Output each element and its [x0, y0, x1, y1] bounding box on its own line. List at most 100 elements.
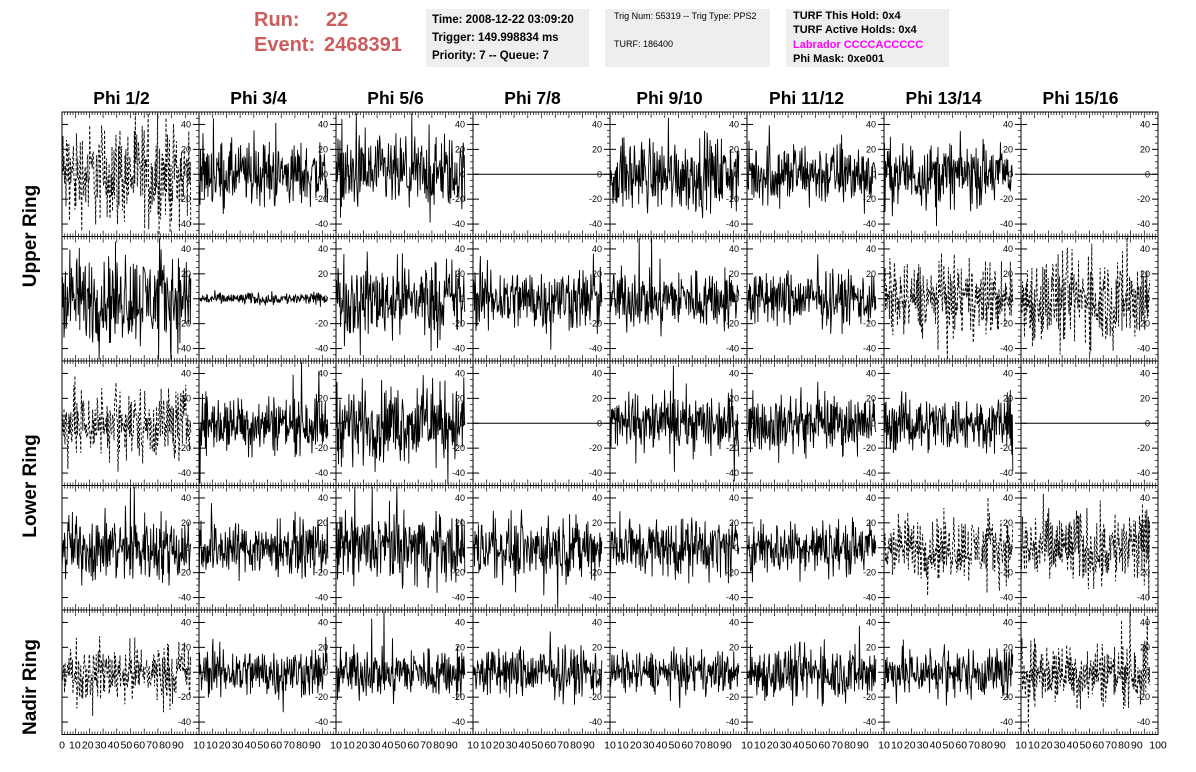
y-tick-label-r4-c2-0: -40 [452, 717, 465, 727]
y-tick-label-r4-c1-0: -40 [315, 717, 328, 727]
y-tick-label-r3-c4-0: -40 [726, 593, 739, 603]
y-tick-label-r1-c1-0: -40 [315, 344, 328, 354]
y-tick-label-r1-c2-1: -20 [452, 319, 465, 329]
waveform-trace-r4-c3 [472, 631, 603, 705]
y-tick-label-r0-c0-2: 0 [186, 169, 191, 179]
column-title-phi-9-10: Phi 9/10 [636, 88, 703, 108]
y-tick-label-r0-c1-3: 20 [318, 144, 328, 154]
y-tick-label-r0-c1-4: 40 [318, 119, 328, 129]
y-tick-label-r2-c1-0: -40 [315, 468, 328, 478]
waveform-trace-r3-c3 [472, 509, 603, 608]
y-tick-label-r3-c2-1: -20 [452, 568, 465, 578]
y-tick-label-r2-c6-0: -40 [1000, 468, 1013, 478]
y-tick-label-r1-c0-2: 0 [186, 294, 191, 304]
waveform-trace-r3-c6 [883, 497, 1014, 596]
y-tick-label-r2-c5-0: -40 [863, 468, 876, 478]
y-tick-label-r2-c0-2: 0 [186, 418, 191, 428]
y-tick-label-r2-c3-2: 0 [597, 418, 602, 428]
time-text: Time: 2008-12-22 03:09:20 [432, 14, 574, 26]
waveform-trace-r3-c4 [609, 511, 740, 584]
y-tick-label-r4-c2-4: 40 [455, 617, 465, 627]
column-title-phi-11-12: Phi 11/12 [769, 88, 844, 108]
y-tick-label-r1-c1-3: 20 [318, 269, 328, 279]
y-tick-label-r0-c4-2: 0 [734, 169, 739, 179]
labrador-text: Labrador CCCCACCCCC [793, 39, 924, 51]
y-tick-label-r4-c2-1: -20 [452, 692, 465, 702]
y-tick-label-r2-c0-0: -40 [178, 468, 191, 478]
waveform-trace-r0-c1 [198, 118, 329, 215]
y-tick-label-r3-c6-4: 40 [1003, 493, 1013, 503]
y-tick-label-r3-c3-0: -40 [589, 593, 602, 603]
y-tick-label-r2-c4-0: -40 [726, 468, 739, 478]
waveform-trace-r1-c0 [61, 237, 192, 360]
event-value: 2468391 [324, 34, 402, 56]
y-tick-label-r1-c0-3: 20 [181, 269, 191, 279]
y-tick-label-r1-c1-1: -20 [315, 319, 328, 329]
y-tick-label-r3-c5-3: 20 [866, 518, 876, 528]
y-tick-label-r3-c6-3: 20 [1003, 518, 1013, 528]
y-tick-label-r4-c4-3: 20 [729, 642, 739, 652]
waveform-trace-r0-c5 [746, 125, 877, 214]
y-tick-label-r2-c6-2: 0 [1008, 418, 1013, 428]
y-tick-label-r4-c1-2: 0 [323, 667, 328, 677]
y-tick-label-r1-c6-3: 20 [1003, 269, 1013, 279]
run-value: 22 [326, 9, 349, 31]
y-tick-label-r3-c1-3: 20 [318, 518, 328, 528]
y-tick-label-r0-c3-4: 40 [592, 119, 602, 129]
y-tick-label-r4-c0-4: 40 [181, 617, 191, 627]
priority-text: Priority: 7 -- Queue: 7 [432, 50, 549, 62]
y-tick-label-r2-c1-3: 20 [318, 393, 328, 403]
y-tick-label-r0-c4-1: -20 [726, 194, 739, 204]
y-tick-label-r1-c2-3: 20 [455, 269, 465, 279]
trigger-text: Trigger: 149.998834 ms [432, 32, 559, 44]
y-tick-label-r3-c2-0: -40 [452, 593, 465, 603]
y-tick-label-r2-c1-2: 0 [323, 418, 328, 428]
waveform-trace-r0-c0 [61, 113, 192, 236]
run-event-header: Run: 22 Event: 2468391 [254, 8, 402, 58]
y-tick-label-r3-c6-0: -40 [1000, 593, 1013, 603]
y-tick-label-r2-c0-1: -20 [178, 443, 191, 453]
y-tick-label-r0-c5-2: 0 [871, 169, 876, 179]
y-tick-label-r0-c1-1: -20 [315, 194, 328, 204]
y-tick-label-r3-c1-4: 40 [318, 493, 328, 503]
y-tick-label-r4-c3-1: -20 [589, 692, 602, 702]
waveform-trace-r3-c5 [746, 517, 877, 583]
y-tick-label-r2-c6-1: -20 [1000, 443, 1013, 453]
waveform-trace-r2-c4 [609, 365, 740, 482]
y-tick-label-r0-c0-4: 40 [181, 119, 191, 129]
y-tick-label-r3-c6-1: -20 [1000, 568, 1013, 578]
waveform-trace-r1-c7 [1020, 237, 1151, 356]
y-tick-label-r2-c3-0: -40 [589, 468, 602, 478]
y-tick-label-r2-c5-1: -20 [863, 443, 876, 453]
y-tick-label-r0-c4-0: -40 [726, 219, 739, 229]
y-tick-label-r1-c5-1: -20 [863, 319, 876, 329]
y-tick-label-r4-c3-3: 20 [592, 642, 602, 652]
y-tick-label-r1-c3-0: -40 [589, 344, 602, 354]
y-tick-label-r2-c7-2: 0 [1145, 418, 1150, 428]
waveform-trace-r1-c1 [198, 290, 329, 307]
column-title-phi-1-2: Phi 1/2 [93, 88, 150, 108]
waveform-trace-r2-c0 [61, 375, 192, 472]
y-tick-label-r2-c6-3: 20 [1003, 393, 1013, 403]
y-tick-label-r2-c2-2: 0 [460, 418, 465, 428]
y-tick-label-r2-c2-1: -20 [452, 443, 465, 453]
y-tick-label-r0-c3-0: -40 [589, 219, 602, 229]
y-tick-label-r4-c4-1: -20 [726, 692, 739, 702]
waveform-trace-r0-c4 [609, 117, 740, 219]
trig-num-text: Trig Num: 55319 -- Trig Type: PPS2 [614, 11, 757, 21]
y-tick-label-r1-c7-4: 40 [1140, 244, 1150, 254]
y-tick-label-r1-c2-4: 40 [455, 244, 465, 254]
y-tick-label-r4-c2-2: 0 [460, 667, 465, 677]
y-tick-label-r2-c3-3: 20 [592, 393, 602, 403]
column-title-phi-3-4: Phi 3/4 [230, 88, 287, 108]
y-tick-label-r3-c7-4: 40 [1140, 493, 1150, 503]
y-tick-label-r2-c2-4: 40 [455, 368, 465, 378]
y-tick-label-r3-c7-3: 20 [1140, 518, 1150, 528]
y-tick-label-r1-c0-1: -20 [178, 319, 191, 329]
y-tick-label-r2-c5-2: 0 [871, 418, 876, 428]
y-tick-label-r4-c0-0: -40 [178, 717, 191, 727]
y-tick-label-r2-c3-4: 40 [592, 368, 602, 378]
y-tick-label-r3-c0-2: 0 [186, 543, 191, 553]
y-tick-label-r2-c1-1: -20 [315, 443, 328, 453]
y-tick-label-r3-c2-3: 20 [455, 518, 465, 528]
